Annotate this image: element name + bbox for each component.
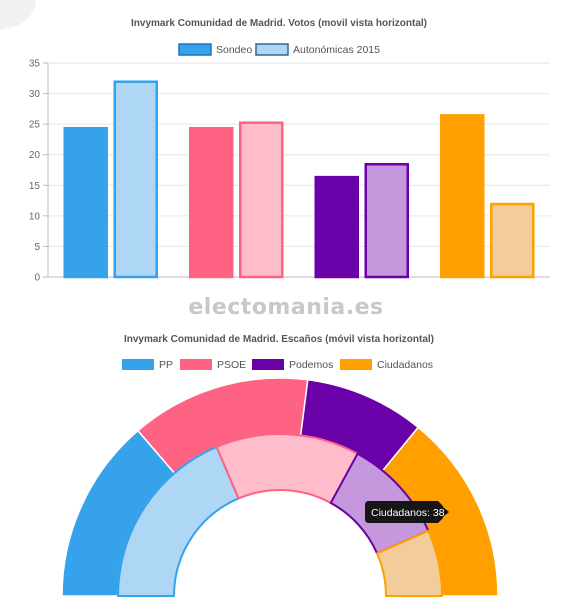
y-tick-label-5: 5	[34, 242, 40, 253]
doughnut-chart-legend: PP PSOE Podemos Ciudadanos	[122, 359, 433, 371]
bar-ciudadanos-autonomicas-2015[interactable]	[490, 202, 535, 279]
bar-podemos-sondeo[interactable]	[314, 175, 359, 279]
doughnut-tooltip: Ciudadanos: 38	[365, 501, 449, 523]
legend-swatch-sondeo[interactable]	[178, 43, 212, 56]
legend-label-ciudadanos: Ciudadanos	[377, 359, 433, 371]
bar-chart-title: Invymark Comunidad de Madrid. Votos (mov…	[131, 18, 427, 29]
y-tick-label-20: 20	[29, 150, 41, 161]
bar-psoe-sondeo[interactable]	[189, 126, 234, 279]
legend-label-pp: PP	[159, 359, 173, 371]
legend-label-psoe: PSOE	[217, 359, 246, 371]
legend-label-autonomicas-2015: Autonómicas 2015	[293, 44, 380, 56]
slice-ciudadanos-autonomicas-2015[interactable]	[376, 529, 443, 597]
watermark-text: electomania.es	[188, 295, 383, 320]
y-tick-label-10: 10	[29, 211, 41, 222]
legend-swatch-psoe[interactable]	[180, 359, 212, 370]
bar-chart-legend: Sondeo Autonómicas 2015	[178, 43, 380, 56]
doughnut-rings	[61, 377, 499, 597]
tooltip-label: Ciudadanos: 38	[371, 507, 445, 519]
y-tick-label-0: 0	[34, 273, 40, 284]
legend-label-sondeo: Sondeo	[216, 44, 252, 56]
legend-swatch-ciudadanos[interactable]	[340, 359, 372, 370]
doughnut-chart-title: Invymark Comunidad de Madrid. Escaños (m…	[124, 334, 434, 345]
bar-ciudadanos-sondeo[interactable]	[440, 114, 485, 279]
legend-swatch-podemos[interactable]	[252, 359, 284, 370]
y-tick-label-30: 30	[29, 89, 41, 100]
tooltip-box	[365, 501, 449, 523]
y-tick-label-15: 15	[29, 181, 41, 192]
legend-swatch-autonomicas-2015[interactable]	[255, 43, 289, 56]
y-tick-label-25: 25	[29, 120, 41, 131]
y-tick-label-35: 35	[29, 59, 41, 70]
legend-label-podemos: Podemos	[289, 359, 333, 371]
bar-chart-y-axis: 0 5 10 15 20 25 30 35	[29, 59, 49, 284]
bar-chart-bars	[63, 80, 535, 279]
bar-pp-autonomicas-2015[interactable]	[113, 80, 158, 279]
bar-pp-sondeo[interactable]	[63, 126, 108, 279]
legend-swatch-pp[interactable]	[122, 359, 154, 370]
bar-psoe-autonomicas-2015[interactable]	[239, 121, 284, 279]
corner-logo-fragment	[0, 0, 36, 30]
bar-podemos-autonomicas-2015[interactable]	[364, 163, 409, 279]
